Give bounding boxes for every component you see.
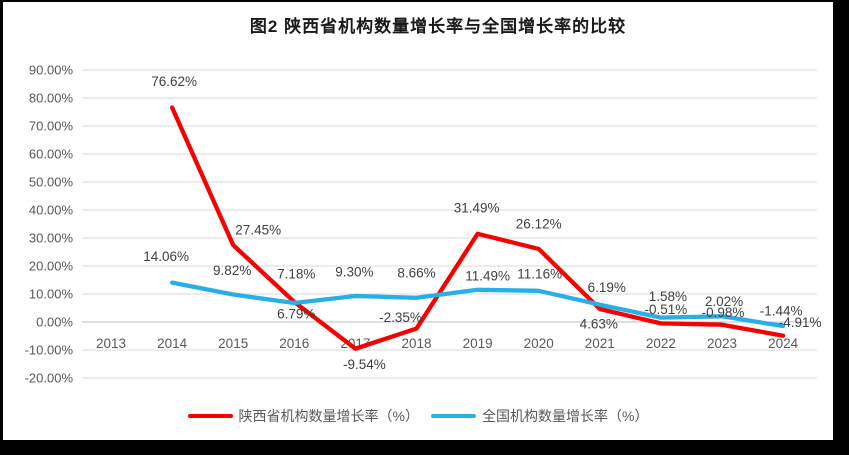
x-axis-tick-label: 2022 <box>646 336 676 351</box>
y-axis-tick-label: 90.00% <box>29 63 74 78</box>
data-label: -1.44% <box>760 304 803 319</box>
y-axis-tick-label: 60.00% <box>29 147 74 162</box>
data-label: -4.91% <box>779 315 822 330</box>
x-axis-tick-label: 2023 <box>707 336 737 351</box>
data-label: 1.58% <box>649 289 687 304</box>
data-label: 11.16% <box>517 266 562 281</box>
x-axis-tick-label: 2020 <box>524 336 554 351</box>
data-label: -0.51% <box>645 302 688 317</box>
data-label: 6.79% <box>277 306 315 321</box>
legend-label: 陕西省机构数量增长率（%） <box>238 408 419 424</box>
data-label: 31.49% <box>454 200 500 215</box>
data-label: 76.62% <box>151 74 197 89</box>
y-axis-tick-label: -10.00% <box>25 343 74 358</box>
data-label: -2.35% <box>379 310 422 325</box>
data-label: 6.19% <box>588 280 626 295</box>
y-axis-tick-label: 20.00% <box>29 259 74 274</box>
x-axis-tick-label: 2014 <box>157 336 188 351</box>
y-axis-tick-label: -20.00% <box>25 371 74 386</box>
chart-panel: 图2 陕西省机构数量增长率与全国增长率的比较 90.00% 80.00% 70.00… <box>3 2 833 440</box>
data-label: 9.30% <box>335 264 373 279</box>
y-axis-tick-label: 40.00% <box>29 203 74 218</box>
series-line-1 <box>169 280 786 329</box>
y-axis-tick-label: 30.00% <box>29 231 74 246</box>
chart-title: 图2 陕西省机构数量增长率与全国增长率的比较 <box>249 17 627 36</box>
data-label: 7.18% <box>277 266 315 281</box>
data-label: 8.66% <box>397 265 435 280</box>
data-label: 26.12% <box>516 216 562 231</box>
x-axis-tick-label: 2016 <box>279 336 309 351</box>
x-axis-tick-label: 2019 <box>463 336 493 351</box>
data-label: -9.54% <box>343 357 386 372</box>
y-axis-tick-label: 0.00% <box>36 315 73 330</box>
data-label: 27.45% <box>235 223 281 238</box>
chart-canvas: 90.00% 80.00% 70.00% 60.00% 50.00% 40.00% 30.0… <box>25 63 822 386</box>
legend-line-swatch <box>431 413 476 419</box>
x-axis-tick-label: 2013 <box>96 336 126 351</box>
data-label: 9.82% <box>213 263 251 278</box>
x-axis-tick-label: 2015 <box>218 336 248 351</box>
y-axis-tick-label: 80.00% <box>29 91 74 106</box>
series-line-0 <box>169 105 786 351</box>
legend-item-0: 陕西省机构数量增长率（%） <box>187 406 419 426</box>
data-label: -0.98% <box>702 305 745 320</box>
x-axis-tick-label: 2018 <box>401 336 431 351</box>
y-axis-tick-label: 10.00% <box>29 287 74 302</box>
y-axis-tick-label: 70.00% <box>29 119 74 134</box>
data-label: 4.63% <box>580 317 618 332</box>
chart-legend: 陕西省机构数量增长率（%） 全国机构数量增长率（%） <box>3 406 833 426</box>
data-label: 11.49% <box>465 268 510 283</box>
legend-label: 全国机构数量增长率（%） <box>482 408 649 424</box>
y-axis-tick-label: 50.00% <box>29 175 74 190</box>
data-label: 2.02% <box>705 294 743 309</box>
legend-item-1: 全国机构数量增长率（%） <box>431 406 648 426</box>
x-axis-tick-label: 2021 <box>585 336 615 351</box>
legend-line-swatch <box>187 413 233 419</box>
x-axis-tick-label: 2024 <box>768 336 799 351</box>
data-label: 14.06% <box>143 249 189 264</box>
